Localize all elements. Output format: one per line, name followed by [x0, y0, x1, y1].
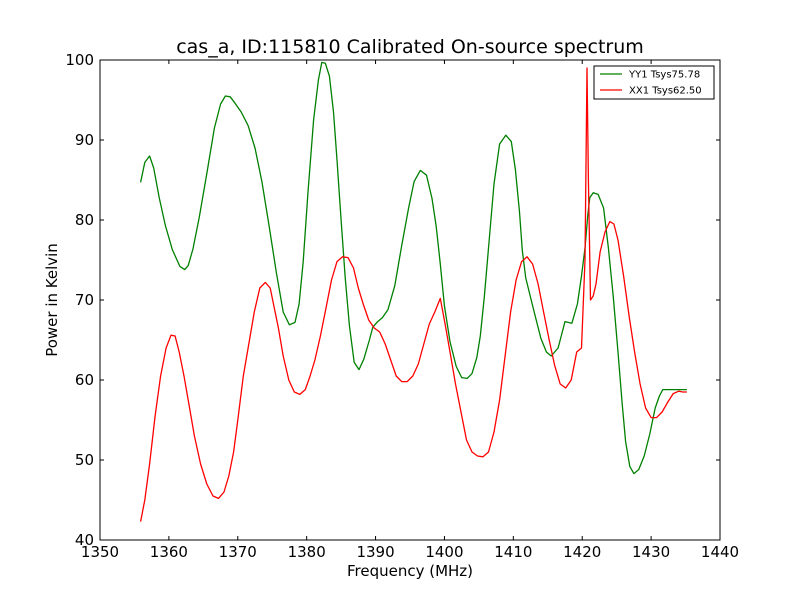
x-tick-label: 1360: [150, 543, 188, 561]
legend-label-yy1: YY1 Tsys75.78: [628, 70, 700, 81]
y-tick-label: 50: [75, 451, 94, 469]
x-tick-label: 1350: [81, 543, 119, 561]
x-tick-label: 1390: [356, 543, 394, 561]
y-tick-label: 80: [75, 211, 94, 229]
x-tick-label: 1430: [632, 543, 670, 561]
y-tick-label: 100: [65, 51, 94, 69]
x-tick-label: 1380: [288, 543, 326, 561]
x-tick-label: 1370: [219, 543, 257, 561]
y-tick-label: 90: [75, 131, 94, 149]
series-layer: [139, 61, 687, 522]
series-line-0: [139, 61, 687, 475]
legend-frame: [593, 65, 715, 100]
x-axis-label: Frequency (MHz): [347, 562, 473, 580]
y-axis: 40 50 60 70 80 90 100: [65, 51, 720, 549]
y-tick-label: 60: [75, 371, 94, 389]
y-tick-label: 70: [75, 291, 94, 309]
x-tick-label: 1410: [494, 543, 532, 561]
y-tick-label: 40: [75, 531, 94, 549]
x-tick-label: 1420: [563, 543, 601, 561]
legend-label-xx1: XX1 Tsys62.50: [629, 86, 702, 97]
legend: YY1 Tsys75.78 XX1 Tsys62.50: [593, 65, 715, 100]
x-tick-label: 1440: [701, 543, 739, 561]
chart-title: cas_a, ID:115810 Calibrated On-source sp…: [176, 36, 644, 58]
x-tick-label: 1400: [425, 543, 463, 561]
y-axis-label: Power in Kelvin: [43, 243, 61, 357]
x-axis: 1350 1360 1370 1380 1390 1400 1410 1420 1430 1440: [81, 60, 739, 561]
series-line-1: [139, 67, 687, 522]
